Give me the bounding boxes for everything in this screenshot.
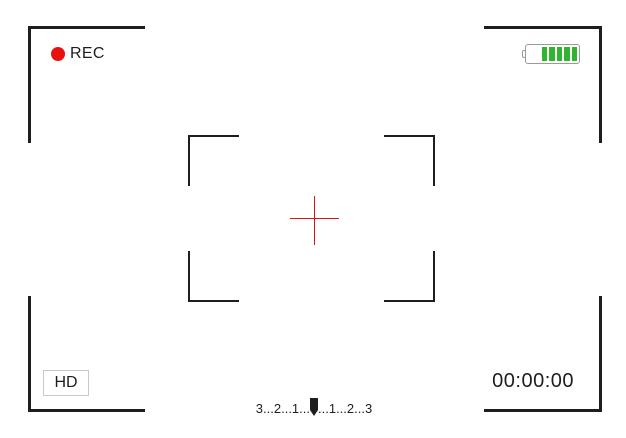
battery-cell	[542, 47, 548, 61]
recording-indicator: REC	[51, 45, 105, 63]
focus-corner-top-right	[384, 135, 435, 137]
frame-corner-top-right	[599, 26, 602, 143]
focus-corner-bottom-left	[188, 251, 190, 302]
crosshair-vertical	[314, 196, 315, 245]
battery-cell	[549, 47, 555, 61]
recording-label: REC	[70, 45, 105, 62]
battery-cell	[556, 47, 563, 61]
frame-corner-bottom-right	[599, 296, 602, 412]
record-dot-icon	[51, 47, 65, 61]
exposure-scale-right: ...1...2...3	[318, 401, 373, 416]
focus-corner-top-right	[433, 135, 435, 186]
battery-level	[542, 47, 578, 61]
format-badge: HD	[43, 370, 89, 396]
battery-cell	[571, 47, 578, 61]
frame-corner-top-right	[484, 26, 602, 29]
frame-corner-bottom-left	[28, 409, 145, 412]
battery-terminal	[522, 50, 525, 58]
exposure-scale: 3...2...1... ...1...2...3	[226, 395, 402, 417]
battery-cell	[564, 47, 570, 61]
frame-corner-top-left	[28, 26, 145, 29]
timecode: 00:00:00	[492, 370, 574, 392]
focus-corner-top-left	[188, 135, 190, 186]
focus-corner-bottom-right	[433, 251, 435, 302]
focus-corner-bottom-left	[188, 300, 239, 302]
frame-corner-bottom-right	[484, 409, 602, 412]
frame-corner-top-left	[28, 26, 31, 143]
frame-corner-bottom-left	[28, 296, 31, 412]
focus-corner-bottom-right	[384, 300, 435, 302]
battery-icon	[522, 44, 582, 66]
exposure-scale-left: 3...2...1...	[255, 401, 310, 416]
exposure-marker-icon	[310, 398, 318, 416]
focus-corner-top-left	[188, 135, 239, 137]
